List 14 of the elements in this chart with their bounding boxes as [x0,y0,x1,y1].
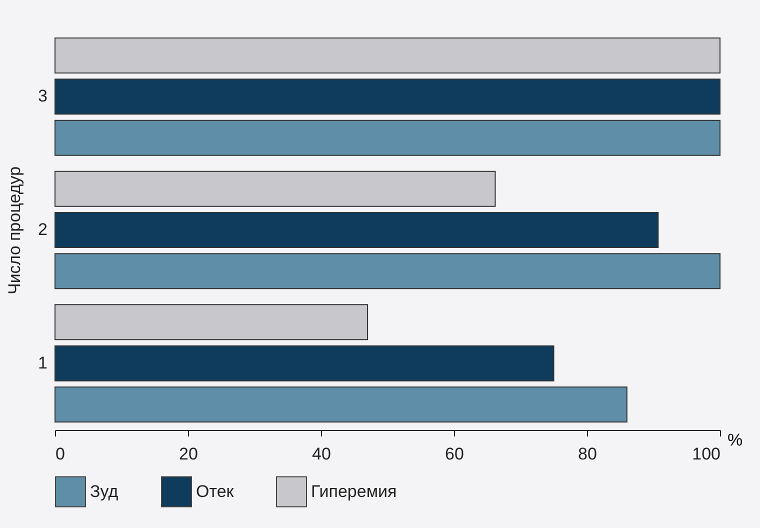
x-tick-label: 100 [692,444,720,464]
x-tick-label: 60 [445,444,464,464]
x-axis-title: % [728,430,743,450]
x-tick-label: 0 [56,444,65,464]
y-axis-title: Число процедур [5,166,24,295]
x-tick-label: 40 [312,444,331,464]
y-tick-label: 3 [38,86,48,106]
x-tick-label: 80 [578,444,597,464]
legend-label: Отек [196,482,234,501]
x-tick-label: 20 [179,444,198,464]
legend-label: Зуд [90,482,118,501]
y-tick-label: 1 [38,353,48,372]
y-tick-label: 2 [38,220,48,239]
legend-label: Гиперемия [311,482,397,501]
